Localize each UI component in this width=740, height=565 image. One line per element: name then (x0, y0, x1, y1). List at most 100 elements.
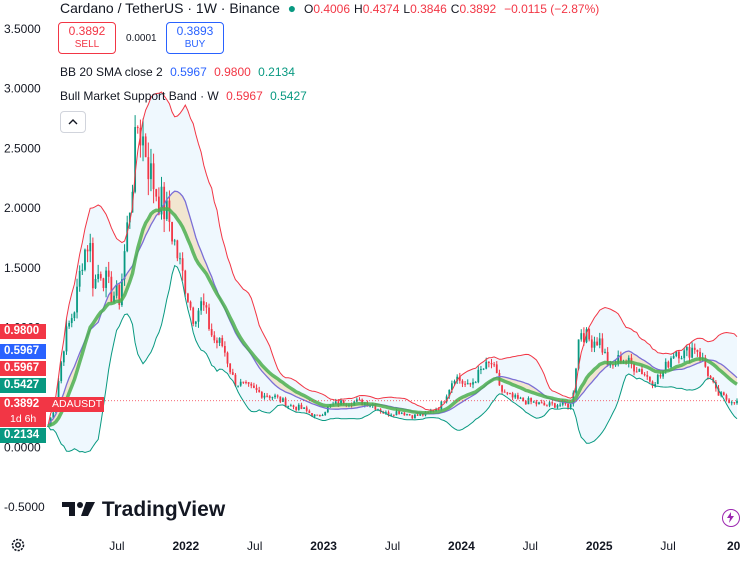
candle-body (297, 404, 300, 410)
candle-body (192, 307, 195, 324)
candle-body (577, 339, 580, 369)
candle-body (551, 402, 554, 404)
candle-body (266, 395, 269, 397)
buy-label: BUY (184, 39, 206, 50)
collapse-legend-button[interactable] (60, 111, 86, 133)
candle-body (585, 329, 588, 343)
candle-body (606, 351, 609, 366)
candle-body (52, 412, 55, 418)
bb-legend[interactable]: BB 20 SMA close 2 0.5967 0.9800 0.2134 (60, 65, 295, 79)
candle-body (490, 363, 493, 365)
candle-body (76, 286, 78, 313)
candle-body (643, 374, 646, 376)
candle-body (696, 349, 699, 352)
candle-body (709, 375, 712, 378)
bmsb-ema-line (47, 206, 738, 428)
candle-body (400, 412, 403, 414)
candle-body (635, 371, 638, 373)
x-tick-label: Jul (247, 539, 262, 553)
candle-body (279, 396, 282, 402)
candle-body (150, 163, 152, 180)
x-tick-label: Jul (385, 539, 400, 553)
candle-body (160, 186, 163, 215)
y-tick-label: 3.5000 (4, 22, 41, 36)
candle-body (113, 295, 115, 303)
candle-body (596, 341, 598, 346)
bmsb-legend[interactable]: Bull Market Support Band · W 0.5967 0.54… (60, 89, 307, 103)
candle-body (448, 389, 451, 397)
candle-body (176, 240, 179, 259)
candle-body (582, 333, 585, 343)
candle-body (70, 318, 73, 324)
candle-body (324, 412, 327, 415)
candle-body (295, 406, 298, 410)
x-tick-label: 202 (727, 539, 740, 553)
candle-body (245, 382, 247, 384)
lightning-icon[interactable] (722, 509, 740, 527)
candle-body (648, 376, 651, 382)
candle-body (403, 412, 406, 416)
candle-body (144, 136, 147, 158)
candle-body (704, 357, 707, 367)
candle-body (414, 414, 416, 419)
candle-body (614, 364, 617, 366)
candle-body (416, 414, 419, 416)
ohlc-label-h: H (354, 2, 363, 16)
candle-body (134, 127, 137, 192)
candle-body (641, 369, 643, 375)
ohlc-label-l: L (403, 2, 411, 16)
candle-body (163, 186, 166, 220)
candle-body (179, 258, 181, 260)
candle-body (593, 341, 596, 348)
candle-body (506, 392, 509, 394)
candle-body (136, 127, 139, 129)
buy-button[interactable]: 0.3893 BUY (166, 22, 224, 54)
candle-body (250, 383, 253, 386)
tradingview-watermark[interactable]: TradingView (62, 498, 225, 522)
y-tick-label: 0.0000 (4, 440, 41, 454)
candle-body (221, 337, 224, 346)
candle-body (86, 249, 89, 252)
gear-icon (11, 538, 25, 552)
ohlc-value-o: 0.4006 (313, 2, 351, 16)
candle-body (121, 279, 123, 306)
candle-body (99, 274, 102, 279)
candle-body (181, 258, 184, 271)
candle-body (627, 357, 630, 363)
candle-body (311, 413, 313, 417)
symbol-title[interactable]: Cardano / TetherUS · 1W · Binance (60, 0, 280, 16)
candle-body (495, 364, 498, 373)
candle-body (105, 270, 107, 288)
candle-body (461, 380, 464, 384)
x-tick-label: Jul (660, 539, 675, 553)
candle-body (68, 323, 71, 327)
candle-body (398, 411, 400, 414)
candle-body (142, 136, 144, 146)
candle-body (91, 243, 94, 289)
candle-body (65, 326, 68, 352)
candle-body (358, 399, 361, 401)
candle-body (680, 358, 683, 360)
y-tick-label: 1.5000 (4, 261, 41, 275)
candle-body (569, 404, 572, 408)
candle-body (556, 405, 559, 408)
candle-body (258, 390, 261, 392)
candle-body (237, 385, 239, 387)
candle-body (226, 352, 229, 364)
candle-body (688, 347, 691, 358)
candle-body (651, 381, 654, 386)
candle-body (654, 384, 657, 386)
candle-body (548, 402, 551, 406)
candle-body (604, 351, 606, 353)
candle-body (575, 368, 577, 393)
y-tick-label: -0.5000 (4, 500, 45, 514)
x-tick-label: 2022 (172, 539, 199, 553)
y-tick-label: 2.0000 (4, 201, 41, 215)
sell-button[interactable]: 0.3892 SELL (58, 22, 116, 54)
candle-body (102, 278, 105, 288)
candle-body (466, 383, 469, 385)
bmsb-ema-value: 0.5427 (270, 89, 307, 103)
candle-body (509, 393, 511, 395)
settings-gear-icon[interactable] (10, 537, 26, 553)
